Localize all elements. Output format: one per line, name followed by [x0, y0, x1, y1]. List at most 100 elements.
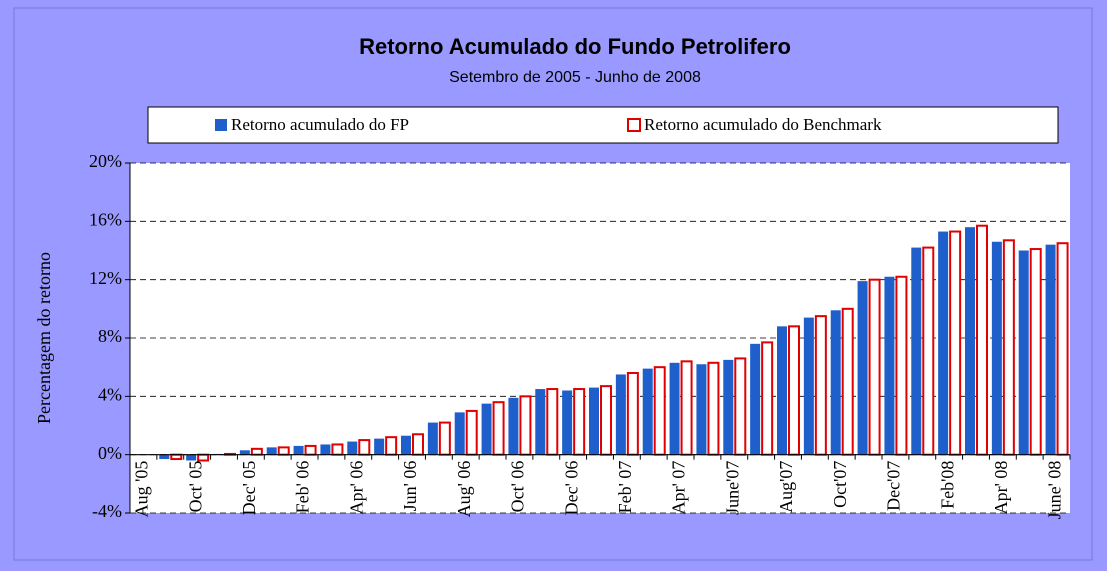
- legend-swatch: [627, 118, 641, 132]
- bar: [750, 343, 761, 455]
- y-tick-label: 20%: [89, 151, 122, 171]
- y-tick-label: 0%: [98, 443, 122, 463]
- bar: [1029, 248, 1042, 456]
- x-tick-label: Aug' 06: [454, 461, 474, 518]
- bar: [454, 412, 465, 455]
- bar: [492, 401, 505, 456]
- bar: [895, 275, 908, 456]
- y-tick-label: 12%: [89, 268, 122, 288]
- y-axis-label: Percentagem do retorno: [34, 252, 54, 424]
- bar: [412, 433, 424, 456]
- bar: [304, 444, 317, 456]
- x-tick-label: Apr' 07: [669, 461, 689, 515]
- bar: [991, 241, 1002, 455]
- bar: [669, 362, 680, 455]
- bar: [949, 230, 962, 456]
- bar: [293, 445, 304, 455]
- legend-label: Retorno acumulado do Benchmark: [644, 115, 882, 134]
- bar: [761, 341, 774, 456]
- x-tick-label: Apr' 08: [991, 461, 1011, 515]
- x-tick-label: June' 08: [1045, 461, 1065, 520]
- y-tick-label: 16%: [89, 209, 122, 229]
- bar: [438, 421, 451, 456]
- bar: [331, 443, 344, 456]
- bar: [680, 360, 693, 456]
- bar: [1002, 239, 1015, 456]
- bar: [734, 357, 747, 456]
- bar: [481, 403, 492, 455]
- bar: [358, 439, 371, 456]
- x-tick-label: Oct' 05: [185, 461, 205, 513]
- x-tick-label: Feb' 06: [293, 461, 313, 514]
- x-tick-label: Feb'08: [937, 461, 957, 509]
- chart-title: Retorno Acumulado do Fundo Petrolifero: [359, 34, 791, 59]
- x-tick-label: Apr' 06: [346, 461, 366, 515]
- bar: [1056, 242, 1069, 456]
- bar: [250, 447, 263, 456]
- x-tick-label: Aug '05: [132, 461, 152, 518]
- bar: [320, 444, 331, 455]
- bar: [707, 361, 720, 456]
- bar: [911, 247, 922, 455]
- bar: [186, 454, 197, 461]
- x-tick-label: Dec' 06: [561, 461, 581, 516]
- bar: [427, 422, 438, 455]
- bar: [777, 326, 787, 455]
- x-tick-label: Oct'07: [830, 461, 850, 508]
- legend-label: Retorno acumulado do FP: [231, 115, 409, 134]
- bar: [696, 364, 707, 455]
- bar: [600, 385, 612, 456]
- x-tick-label: Dec'07: [884, 461, 904, 511]
- bar: [385, 436, 398, 456]
- legend-swatch: [215, 119, 227, 131]
- bar: [884, 276, 895, 455]
- bar: [401, 435, 411, 455]
- bar: [615, 374, 626, 455]
- bar: [938, 231, 949, 455]
- x-tick-label: Feb' 07: [615, 461, 635, 514]
- bar: [277, 446, 290, 456]
- bar: [239, 450, 250, 455]
- bar: [465, 409, 478, 456]
- bar: [868, 278, 881, 456]
- bar: [1045, 244, 1056, 455]
- x-tick-label: Jun' 06: [400, 461, 420, 512]
- bar: [788, 325, 800, 456]
- bar: [723, 359, 734, 455]
- bar: [653, 366, 666, 456]
- bar: [589, 387, 599, 455]
- y-tick-label: -4%: [92, 501, 122, 521]
- bar: [374, 438, 385, 455]
- bar: [197, 453, 210, 462]
- bar: [830, 310, 841, 455]
- bar: [1018, 250, 1029, 455]
- bar: [508, 397, 519, 455]
- bar: [170, 453, 183, 461]
- bar: [642, 368, 653, 455]
- x-tick-label: Aug'07: [776, 461, 796, 513]
- bar: [347, 441, 358, 455]
- bar: [803, 317, 814, 455]
- x-tick-label: Dec' 05: [239, 461, 259, 516]
- chart-subtitle: Setembro de 2005 - Junho de 2008: [449, 69, 701, 86]
- y-tick-label: 4%: [98, 384, 122, 404]
- bar: [562, 390, 573, 455]
- chart-border: [13, 7, 1093, 561]
- y-tick-label: 8%: [98, 326, 122, 346]
- legend-box: [147, 106, 1059, 144]
- bar: [573, 388, 586, 456]
- bar: [535, 389, 546, 455]
- bar: [841, 307, 854, 456]
- bar: [159, 454, 170, 460]
- bar: [266, 447, 277, 455]
- bar: [857, 281, 868, 455]
- bar: [922, 246, 935, 456]
- bar: [814, 315, 827, 456]
- bar: [546, 388, 559, 456]
- bar: [626, 372, 639, 456]
- x-tick-label: June'07: [722, 461, 742, 515]
- bar: [965, 227, 975, 455]
- bar: [519, 395, 532, 456]
- x-tick-label: Oct' 06: [508, 461, 528, 513]
